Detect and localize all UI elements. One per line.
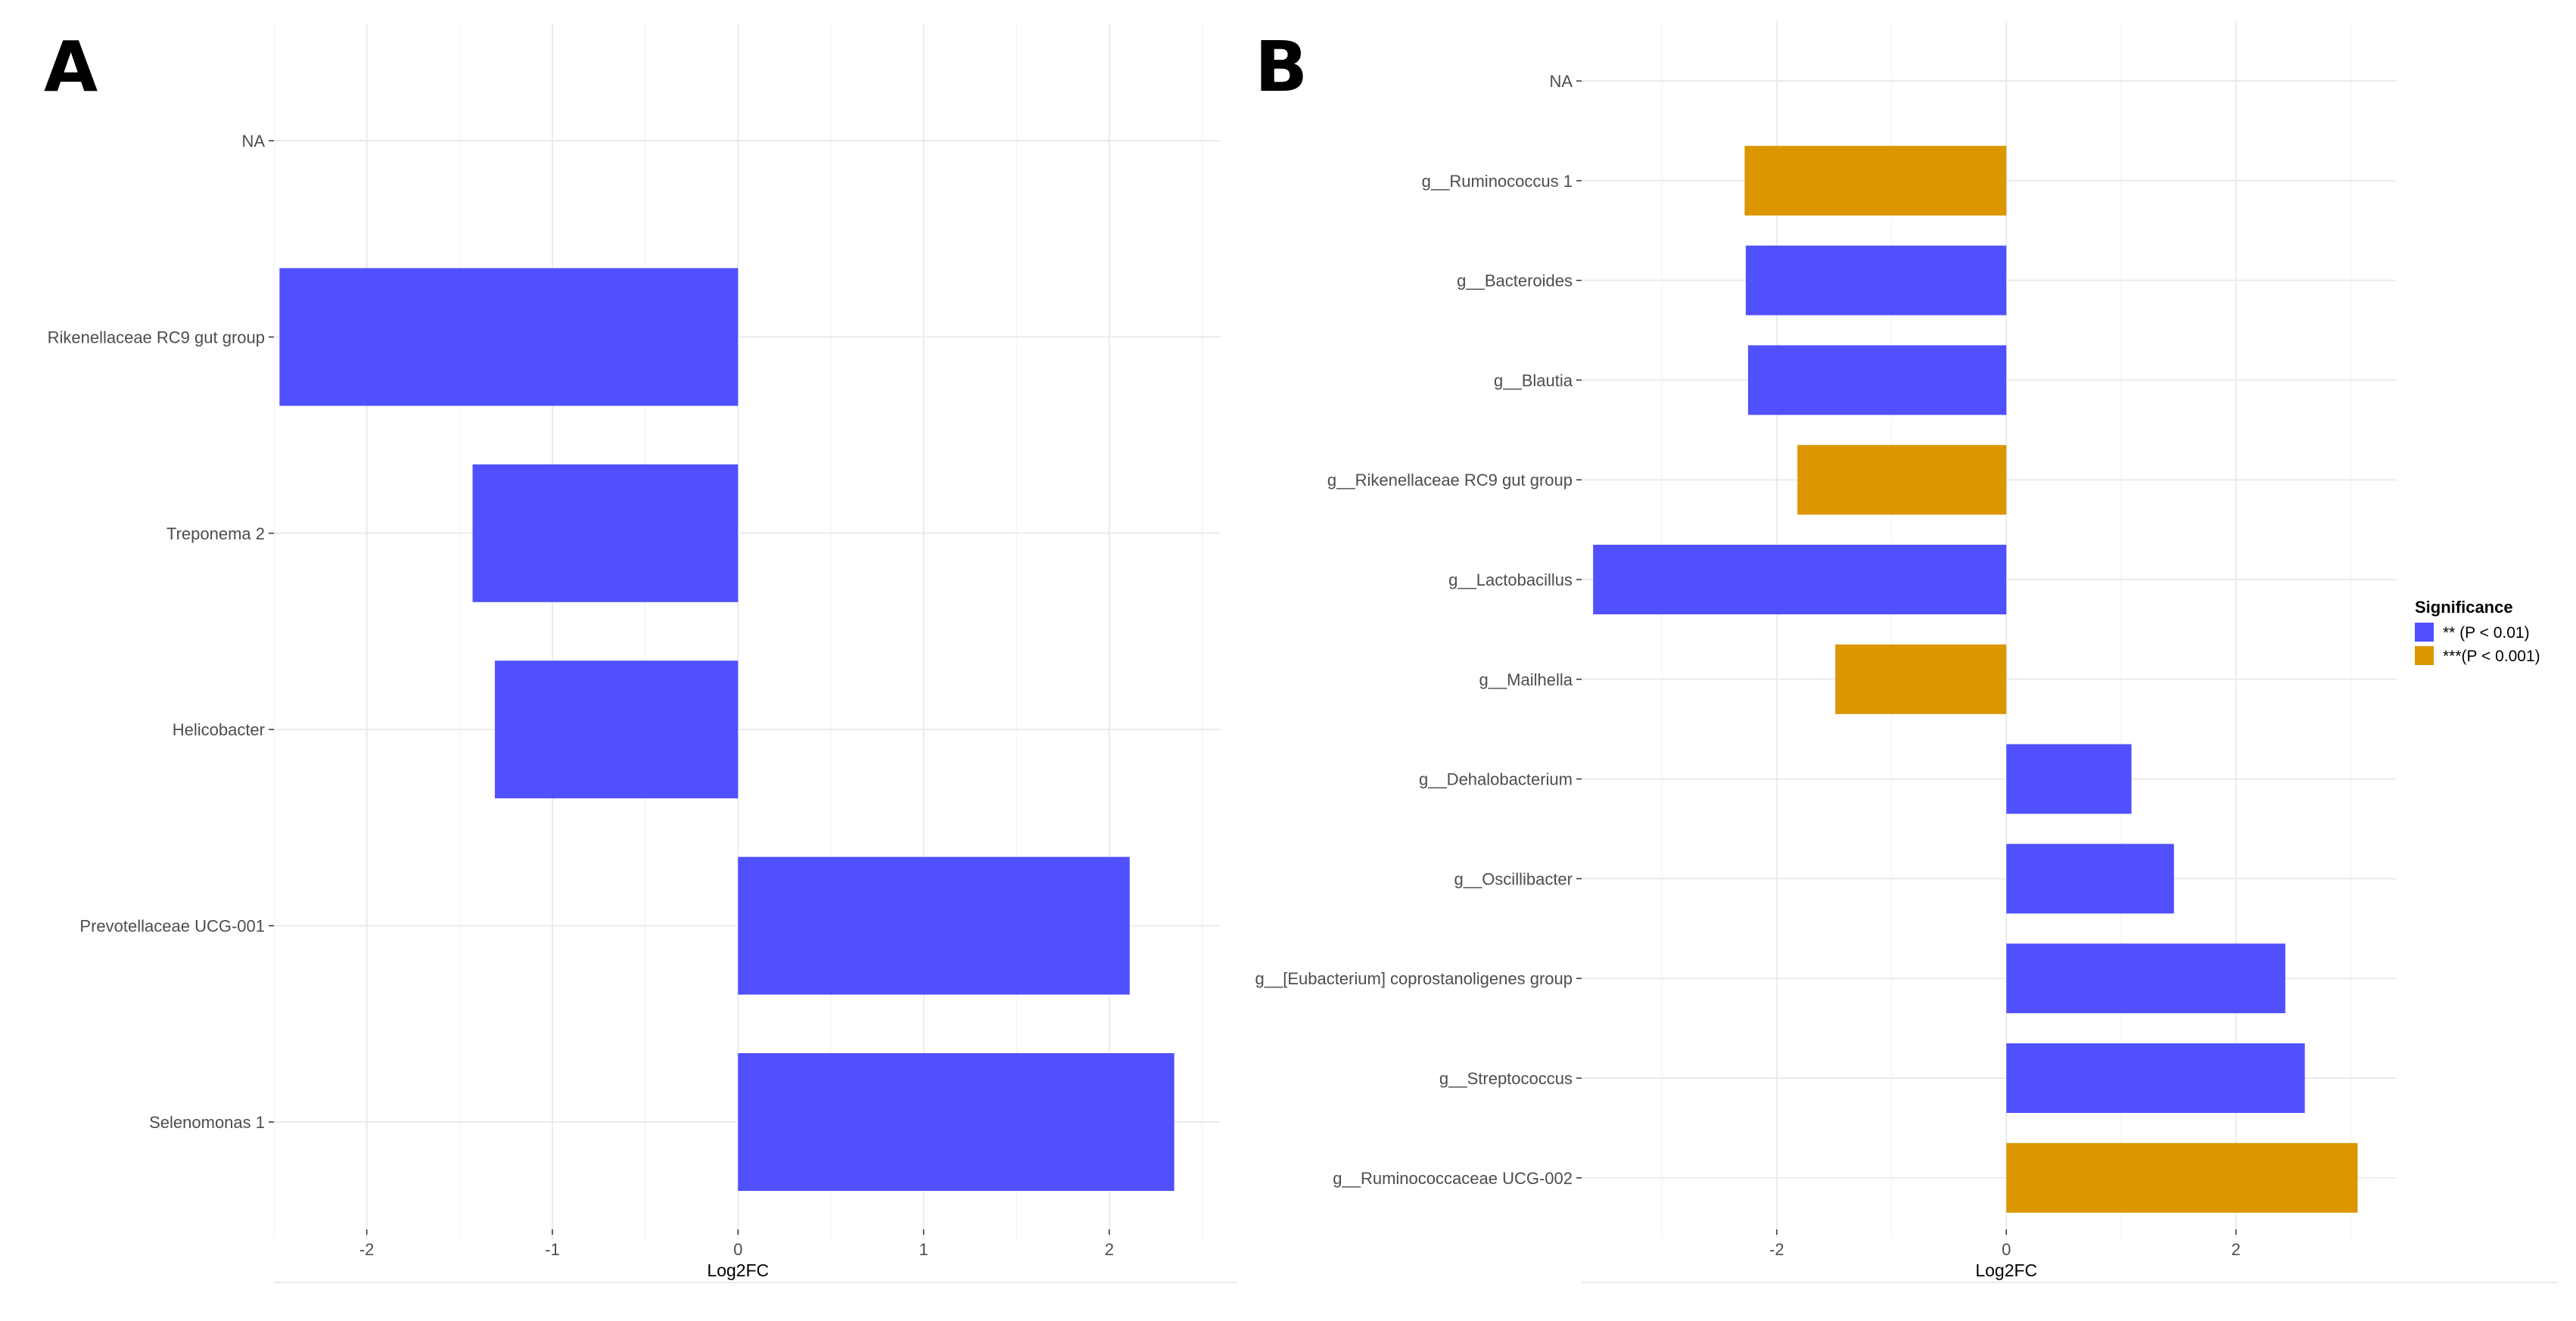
legend: Significance ** (P < 0.01) ***(P < 0.001) (2415, 598, 2540, 665)
bar-g-ruminococcus-1 (1744, 145, 2007, 216)
x-tick-label: 1 (919, 1240, 928, 1259)
bar-treponema-2 (472, 464, 739, 602)
category-label: Treponema 2 (166, 524, 265, 543)
category-label: NA (241, 132, 265, 151)
bar-g-lactobacillus (1593, 545, 2007, 614)
x-tick-label: -1 (545, 1240, 560, 1259)
category-label: g__Ruminococcus 1 (1422, 172, 1573, 191)
bar-g-ruminococcaceae-ucg-002 (2006, 1142, 2358, 1213)
x-axis-title: Log2FC (707, 1260, 769, 1280)
bar-g-bacteroides (1745, 245, 2007, 315)
category-label: g__Lactobacillus (1448, 570, 1573, 589)
bar-g-oscillibacter (2006, 844, 2174, 914)
category-label: g__Streptococcus (1439, 1069, 1573, 1088)
category-label: g__Oscillibacter (1454, 869, 1573, 888)
category-label: Prevotellaceae UCG-001 (79, 917, 265, 936)
bar-selenomonas-1 (738, 1053, 1174, 1191)
bar-prevotellaceae-ucg-001 (738, 856, 1130, 995)
x-tick-label: 0 (2002, 1240, 2011, 1259)
category-label: g__Rikenellaceae RC9 gut group (1327, 471, 1573, 490)
legend-swatch (2415, 646, 2434, 665)
category-label: g__Mailhella (1479, 670, 1573, 689)
bar-rikenellaceae-rc9-gut-group (279, 268, 739, 406)
panel-b: -2 0 2 NA g__Ruminococcus 1 g__Bacteroides g__… (1255, 20, 2558, 1283)
x-tick-label: -2 (1769, 1240, 1784, 1259)
bar-g-streptococcus (2006, 1043, 2305, 1113)
category-label: g__Blautia (1494, 371, 1573, 390)
panel-a-letter: A (44, 26, 98, 107)
category-label: g__[Eubacterium] coprostanoligenes group (1255, 969, 1573, 988)
legend-label: ** (P < 0.01) (2443, 624, 2530, 642)
category-label: g__Bacteroides (1457, 272, 1573, 291)
x-tick-label: 2 (1105, 1240, 1114, 1259)
category-label: Helicobacter (173, 720, 265, 739)
category-label: Selenomonas 1 (149, 1113, 265, 1132)
bar-g-rikenellaceae-rc9-gut-group (1797, 445, 2007, 515)
x-axis-title: Log2FC (1975, 1260, 2037, 1280)
bar-g-mailhella (1835, 644, 2007, 714)
legend-swatch (2415, 623, 2434, 642)
legend-title: Significance (2415, 598, 2513, 617)
category-label: Rikenellaceae RC9 gut group (48, 328, 265, 347)
panel-a: -2 -1 0 1 2 NA Rikenellaceae RC9 gut group Trep… (48, 23, 1237, 1283)
x-tick-label: 2 (2232, 1240, 2241, 1259)
legend-label: ***(P < 0.001) (2443, 648, 2540, 665)
bar-g-eubacterium-coprostanoligenes-group (2006, 943, 2285, 1014)
category-label: g__Dehalobacterium (1419, 770, 1573, 789)
category-label: NA (1549, 72, 1573, 91)
bar-g-dehalobacterium (2006, 744, 2132, 814)
category-label: g__Ruminococcaceae UCG-002 (1333, 1169, 1573, 1188)
x-tick-label: 0 (733, 1240, 742, 1259)
bar-g-blautia (1747, 345, 2007, 415)
x-tick-label: -2 (359, 1240, 375, 1259)
bar-helicobacter (494, 660, 739, 799)
panel-b-letter: B (1255, 26, 1308, 107)
